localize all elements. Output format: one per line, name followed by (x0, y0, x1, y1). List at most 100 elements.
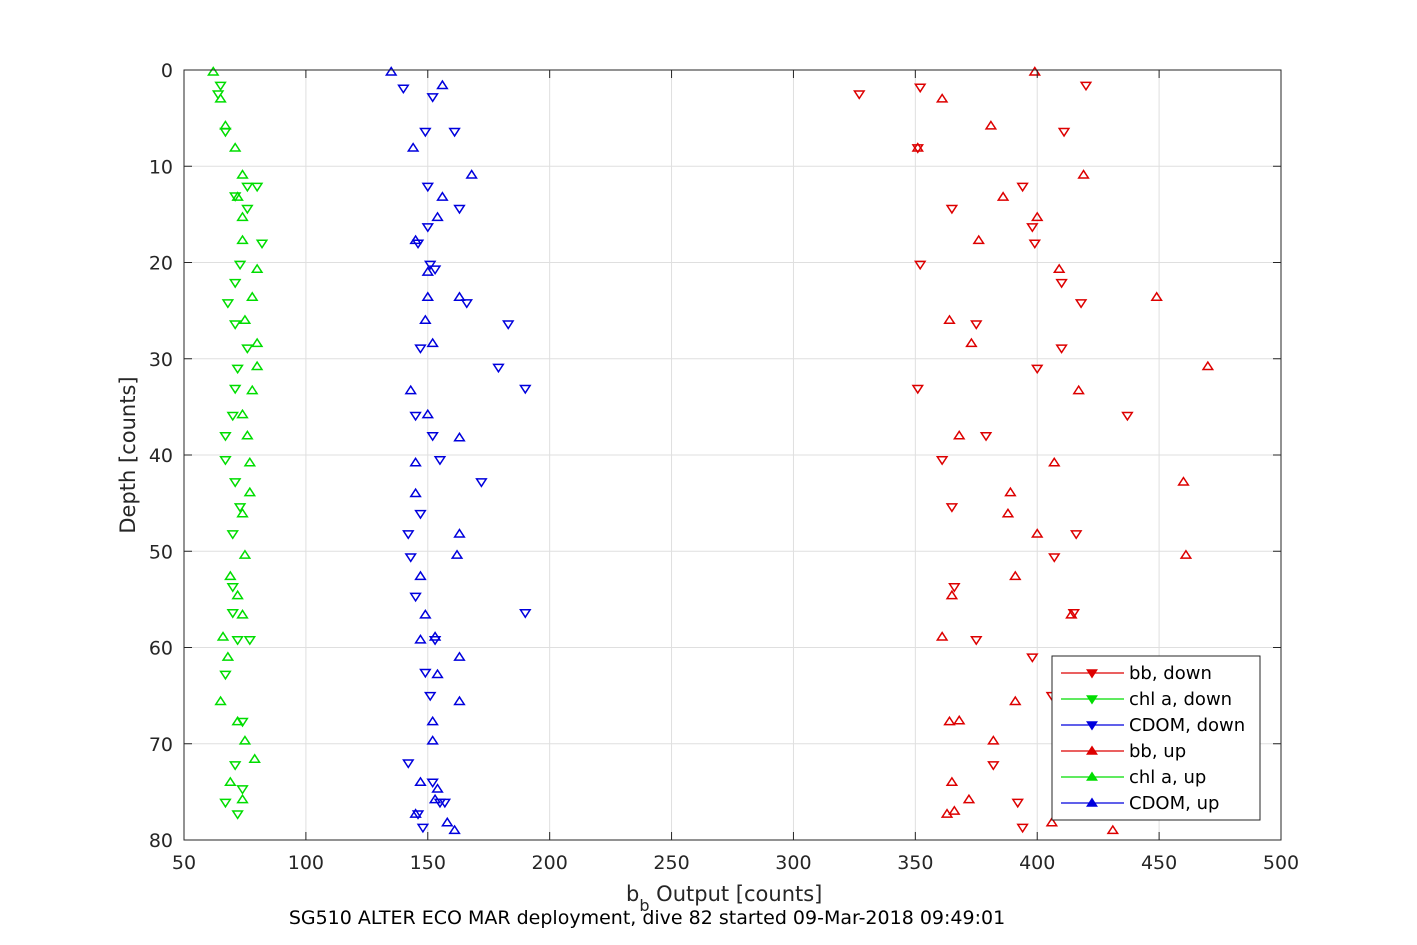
data-point (219, 120, 232, 130)
data-point (1016, 823, 1029, 834)
data-point (238, 735, 252, 745)
data-point (1150, 291, 1163, 301)
data-point (228, 384, 242, 395)
data-point (226, 411, 239, 422)
data-point (424, 691, 437, 702)
x-tick-label: 100 (288, 852, 324, 874)
data-point (475, 478, 488, 488)
legend-label: CDOM, down (1129, 715, 1245, 736)
data-point (426, 735, 439, 745)
data-point (421, 266, 434, 276)
x-tick-label: 150 (410, 852, 446, 874)
data-point (426, 431, 439, 442)
y-tick-label: 70 (149, 734, 173, 756)
data-point (945, 776, 959, 787)
data-point (945, 589, 959, 600)
data-point (1026, 223, 1039, 233)
legend-label: bb, up (1129, 741, 1186, 762)
data-point (224, 570, 237, 581)
data-point (984, 120, 998, 130)
data-point (421, 408, 434, 419)
data-point (404, 384, 417, 395)
data-series-layer (207, 66, 1215, 835)
data-point (214, 81, 227, 92)
data-point (419, 609, 432, 619)
data-point (450, 549, 464, 559)
data-point (972, 234, 985, 245)
data-point (913, 83, 927, 94)
data-point (228, 761, 242, 771)
data-point (233, 503, 247, 513)
data-point (1070, 530, 1083, 540)
data-point (228, 478, 242, 488)
series-2 (211, 81, 269, 820)
legend-marker (1086, 721, 1098, 731)
data-point (460, 299, 473, 309)
data-point (236, 507, 249, 518)
data-point (431, 783, 444, 793)
data-point (384, 66, 398, 76)
data-point (236, 234, 249, 245)
data-point (214, 695, 227, 706)
data-point (970, 320, 983, 330)
data-point (409, 234, 422, 245)
data-point (426, 778, 439, 788)
data-point (250, 337, 264, 348)
x-axis-label-rest: Output [counts] (650, 882, 823, 906)
data-point (207, 66, 220, 76)
x-tick-label: 450 (1141, 852, 1177, 874)
data-point (228, 192, 242, 202)
legend-label: CDOM, up (1129, 793, 1219, 814)
data-point (231, 810, 244, 820)
data-point (248, 753, 261, 763)
data-point (428, 265, 442, 275)
data-point (228, 278, 242, 289)
data-point (519, 609, 532, 619)
data-point (948, 583, 961, 593)
data-point (1016, 182, 1029, 193)
data-point (436, 191, 449, 201)
y-tick-label: 80 (149, 830, 173, 852)
data-point (231, 589, 244, 600)
data-point (219, 456, 232, 466)
data-point (1179, 549, 1193, 559)
y-tick-label: 0 (161, 60, 173, 82)
data-point (419, 314, 432, 325)
data-point (945, 503, 959, 513)
data-point (1055, 278, 1068, 289)
y-tick-label: 50 (149, 541, 173, 563)
data-point (441, 816, 454, 827)
data-point (1065, 609, 1078, 619)
data-point (1048, 456, 1061, 467)
data-point (1031, 528, 1044, 538)
data-point (943, 715, 956, 726)
data-point (1045, 816, 1059, 827)
data-point (431, 668, 444, 679)
data-point (409, 808, 422, 818)
data-point (219, 798, 232, 809)
data-point (945, 204, 959, 215)
data-point (228, 142, 242, 152)
data-point (411, 810, 425, 820)
y-axis-label: Depth [counts] (116, 376, 140, 533)
data-point (226, 583, 239, 593)
x-tick-label: 200 (532, 852, 568, 874)
legend-label: chl a, down (1129, 689, 1232, 710)
data-point (953, 714, 966, 725)
data-point (250, 182, 264, 193)
y-tick-label: 30 (149, 349, 173, 371)
data-point (426, 715, 439, 726)
series-1 (853, 81, 1134, 834)
data-point (1074, 299, 1088, 309)
data-point (414, 344, 427, 354)
data-point (433, 456, 447, 466)
data-point (424, 260, 437, 271)
data-point (970, 635, 983, 646)
data-point (246, 291, 259, 301)
data-point (979, 431, 993, 442)
data-point (428, 793, 442, 804)
data-point (438, 798, 452, 809)
x-tick-label: 500 (1263, 852, 1299, 874)
data-point (238, 314, 252, 325)
